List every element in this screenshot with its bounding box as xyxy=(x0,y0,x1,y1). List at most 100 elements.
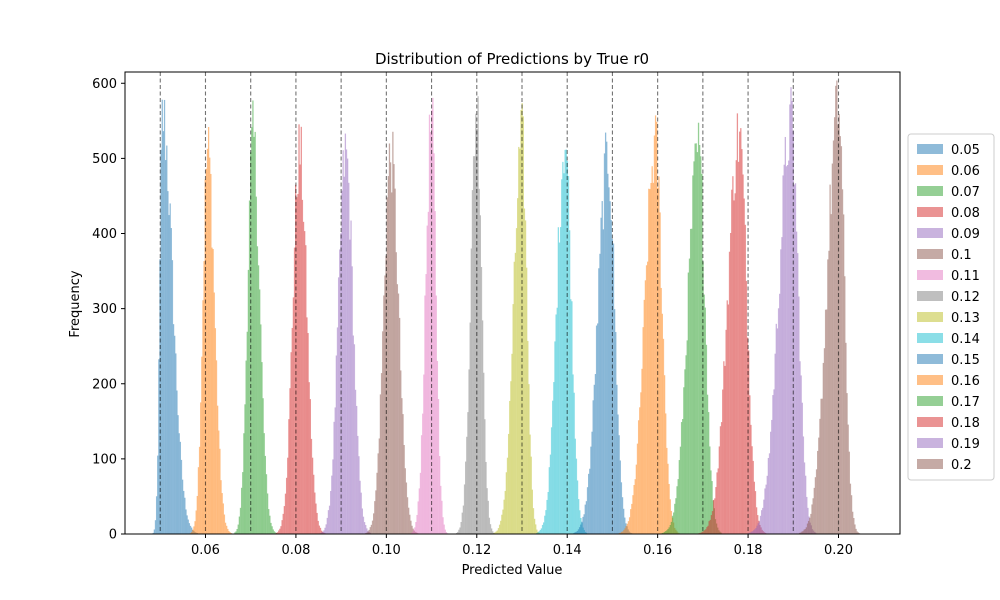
histogram-bar xyxy=(382,331,384,534)
histogram-bar xyxy=(586,487,589,534)
histogram-bar xyxy=(585,501,588,534)
histogram-bar xyxy=(442,517,444,534)
histogram-bar xyxy=(491,528,493,534)
histogram-bar xyxy=(472,156,475,534)
histogram-bar xyxy=(393,164,395,534)
histogram-bar xyxy=(313,474,315,534)
histogram-bar xyxy=(282,513,284,534)
histogram-bar xyxy=(670,521,673,534)
histogram-bar xyxy=(701,173,703,535)
histogram-series-0.17 xyxy=(661,122,722,535)
histogram-series-0.05 xyxy=(152,99,198,535)
histogram-bar xyxy=(234,532,236,534)
histogram-bar xyxy=(667,463,669,534)
histogram-bar xyxy=(845,342,847,534)
histogram-bar xyxy=(826,309,828,534)
histogram-bar xyxy=(223,514,226,534)
legend-label: 0.13 xyxy=(951,311,980,326)
histogram-bar xyxy=(806,496,808,534)
histogram-bar xyxy=(678,460,680,534)
histogram-bar xyxy=(624,517,626,534)
histogram-bar xyxy=(336,327,339,534)
histogram-bar xyxy=(572,374,574,534)
histogram-bar xyxy=(380,373,383,534)
histogram-bar xyxy=(466,436,468,534)
histogram-bar xyxy=(668,527,670,534)
histogram-bar xyxy=(748,532,750,534)
histogram-bar xyxy=(804,529,806,534)
histogram-bar xyxy=(812,498,814,534)
histogram-bar xyxy=(532,508,535,534)
histogram-bar xyxy=(680,422,683,534)
histogram-bar xyxy=(810,513,812,534)
histogram-bar xyxy=(788,160,790,535)
histogram-bar xyxy=(305,245,307,534)
histogram-bar xyxy=(178,433,180,534)
histogram-bar xyxy=(170,228,172,534)
histogram-bar xyxy=(471,190,474,534)
histogram-bars xyxy=(152,80,861,535)
histogram-bar xyxy=(306,317,308,534)
histogram-bar xyxy=(617,414,619,534)
histogram-bar xyxy=(751,446,753,534)
histogram-bar xyxy=(697,122,700,534)
histogram-bar xyxy=(191,532,193,534)
histogram-bar xyxy=(351,266,353,534)
histogram-bar xyxy=(794,183,797,535)
histogram-bar xyxy=(594,374,597,534)
histogram-bar xyxy=(167,191,169,534)
histogram-bar xyxy=(771,419,773,534)
histogram-bar xyxy=(663,531,666,534)
histogram-bar xyxy=(701,531,704,534)
histogram-bar xyxy=(832,140,835,534)
histogram-bar xyxy=(392,131,394,534)
histogram-bar xyxy=(323,530,325,534)
histogram-bar xyxy=(798,532,801,534)
histogram-bar xyxy=(363,522,366,534)
y-tick-label: 0 xyxy=(109,528,117,543)
histogram-bar xyxy=(853,518,855,534)
histogram-bar xyxy=(569,230,571,535)
histogram-bar xyxy=(749,395,751,534)
histogram-bar xyxy=(347,158,349,534)
histogram-bar xyxy=(580,524,582,534)
histogram-bar xyxy=(554,341,556,534)
histogram-bar xyxy=(439,456,441,534)
histogram-bar xyxy=(515,228,518,535)
histogram-bar xyxy=(628,517,631,534)
histogram-bar xyxy=(779,293,781,534)
histogram-bar xyxy=(616,384,618,534)
histogram-bar xyxy=(513,261,515,534)
legend-item-0.08: 0.08 xyxy=(917,206,980,221)
histogram-bar xyxy=(588,473,590,534)
histogram-bar xyxy=(319,527,322,534)
histogram-bar xyxy=(693,161,695,534)
histogram-bar xyxy=(541,524,544,534)
legend-label: 0.16 xyxy=(951,374,980,389)
histogram-bar xyxy=(718,446,720,534)
histogram-bar xyxy=(339,249,341,535)
legend-item-0.06: 0.06 xyxy=(917,164,980,179)
histogram-bar xyxy=(158,359,160,534)
histogram-bar xyxy=(607,173,609,534)
histogram-series-0.16 xyxy=(618,115,680,535)
histogram-bar xyxy=(623,508,625,534)
histogram-bar xyxy=(302,221,305,534)
histogram-bar xyxy=(379,394,382,534)
histogram-bar xyxy=(415,522,417,534)
histogram-bar xyxy=(193,526,195,534)
histogram-bar xyxy=(710,515,713,534)
histogram-bar xyxy=(727,304,730,534)
histogram-bar xyxy=(815,469,818,534)
histogram-bar xyxy=(322,531,324,534)
histogram-bar xyxy=(582,516,584,534)
legend-swatch xyxy=(917,228,943,238)
histogram-bar xyxy=(610,220,612,534)
histogram-bar xyxy=(751,531,754,534)
histogram-bar xyxy=(345,149,348,534)
histogram-bar xyxy=(179,441,181,534)
histogram-series-0.08 xyxy=(275,124,326,535)
histogram-bar xyxy=(260,324,262,534)
histogram-bar xyxy=(489,524,492,534)
histogram-bar xyxy=(244,404,246,534)
